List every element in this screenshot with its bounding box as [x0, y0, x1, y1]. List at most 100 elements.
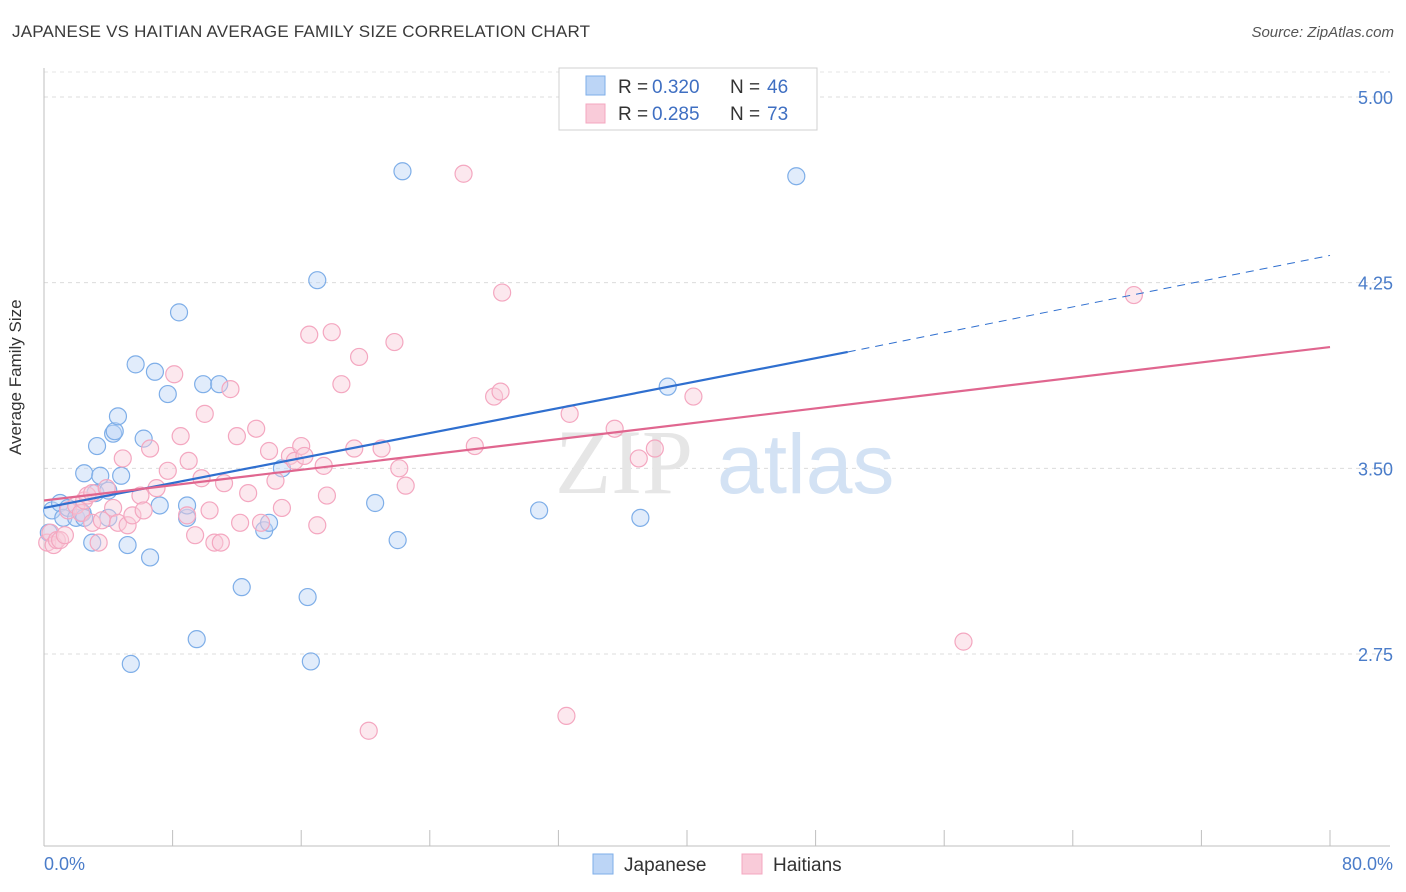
bottom-legend-label-haitians: Haitians	[773, 855, 842, 876]
data-point-haitians	[123, 506, 142, 525]
data-point-haitians	[200, 501, 219, 520]
data-point-haitians	[454, 164, 473, 183]
legend-r-value-japanese: 0.320	[652, 77, 700, 98]
data-point-japanese	[366, 493, 385, 513]
legend-n-label-haitians: N =	[730, 104, 760, 125]
legend-r-label-japanese: R =	[618, 77, 648, 98]
data-point-haitians	[221, 380, 240, 399]
data-point-japanese	[140, 548, 160, 567]
data-point-japanese	[83, 533, 102, 552]
data-point-japanese	[631, 508, 650, 527]
legend-n-value-haitians: 73	[767, 104, 788, 125]
data-point-haitians	[113, 449, 132, 468]
data-point-haitians	[134, 501, 153, 520]
data-point-japanese	[108, 407, 128, 426]
data-point-japanese	[298, 587, 317, 607]
data-point-japanese	[134, 429, 153, 448]
data-point-japanese	[308, 271, 327, 290]
data-point-haitians	[396, 476, 415, 495]
data-point-haitians	[179, 451, 198, 471]
trend-line-japanese	[43, 350, 848, 510]
data-point-haitians	[259, 441, 279, 461]
data-point-haitians	[227, 427, 246, 446]
data-point-haitians	[491, 382, 510, 401]
data-point-haitians	[195, 404, 214, 423]
watermark: ZIP atlas	[555, 411, 894, 513]
data-point-japanese	[112, 466, 131, 485]
data-point-japanese	[150, 496, 169, 515]
data-point-japanese	[169, 303, 189, 322]
data-point-haitians	[247, 419, 266, 438]
legend-swatch-haitians	[585, 103, 606, 124]
y-tick-label: 4.25	[1358, 274, 1393, 294]
data-point-haitians	[211, 533, 230, 552]
bottom-legend-swatch-japanese	[592, 853, 614, 875]
data-point-haitians	[332, 375, 351, 394]
legend-swatch-japanese	[585, 75, 606, 96]
data-point-japanese	[787, 167, 806, 186]
data-points	[38, 162, 1143, 740]
x-tick-label-max: 80.0%	[1342, 854, 1393, 874]
data-point-haitians	[605, 419, 624, 438]
y-tick-label: 2.75	[1358, 645, 1393, 665]
trend-line-haitians	[43, 345, 1331, 502]
data-point-haitians	[177, 506, 197, 525]
data-point-japanese	[177, 496, 197, 515]
data-point-japanese	[158, 384, 177, 404]
data-point-haitians	[118, 516, 137, 535]
data-point-haitians	[205, 533, 224, 552]
data-point-japanese	[87, 436, 107, 456]
legend-r-label-haitians: R =	[618, 104, 648, 125]
data-point-haitians	[186, 526, 205, 545]
data-point-haitians	[629, 449, 648, 468]
data-point-haitians	[322, 323, 341, 342]
data-point-japanese	[121, 654, 140, 674]
data-point-haitians	[158, 461, 177, 480]
data-point-haitians	[131, 486, 150, 505]
data-point-haitians	[385, 332, 404, 352]
x-tick-labels: 0.0% 80.0%	[44, 854, 1393, 874]
data-point-haitians	[954, 632, 973, 651]
bottom-legend-label-japanese: Japanese	[624, 855, 706, 876]
data-point-haitians	[465, 436, 484, 456]
data-point-japanese	[388, 531, 407, 550]
data-point-haitians	[140, 439, 160, 458]
data-point-japanese	[118, 535, 137, 555]
data-point-haitians	[493, 283, 512, 302]
data-point-haitians	[308, 516, 327, 535]
data-point-japanese	[187, 630, 206, 649]
data-point-japanese	[194, 375, 213, 394]
y-tick-labels: 5.00 4.25 3.50 2.75	[1358, 88, 1393, 665]
data-point-haitians	[317, 486, 337, 505]
data-point-japanese	[210, 375, 229, 394]
bottom-legend: Japanese Haitians	[592, 853, 842, 876]
legend-n-value-japanese: 46	[767, 77, 788, 98]
data-point-haitians	[645, 439, 664, 458]
data-point-japanese	[232, 578, 251, 597]
watermark-zip: ZIP	[555, 411, 693, 513]
x-tick-label-min: 0.0%	[44, 854, 85, 874]
data-point-japanese	[145, 362, 165, 381]
bottom-legend-swatch-haitians	[741, 853, 763, 875]
data-point-haitians	[171, 427, 190, 446]
data-point-japanese	[530, 501, 549, 520]
data-point-haitians	[390, 459, 409, 478]
source-label: Source: ZipAtlas.com	[1251, 24, 1394, 41]
data-point-haitians	[272, 498, 292, 518]
y-tick-label: 5.00	[1358, 88, 1393, 108]
data-point-haitians	[239, 483, 258, 503]
data-point-haitians	[359, 721, 378, 740]
data-point-haitians	[300, 325, 319, 344]
y-tick-label: 3.50	[1358, 459, 1393, 479]
data-point-haitians	[557, 706, 576, 725]
data-point-haitians	[251, 513, 271, 532]
trend-extension-japanese	[847, 254, 1331, 353]
legend-r-value-haitians: 0.285	[652, 104, 700, 125]
chart-title: JAPANESE VS HAITIAN AVERAGE FAMILY SIZE …	[12, 22, 591, 41]
data-point-japanese	[126, 355, 145, 374]
data-point-japanese	[75, 464, 94, 483]
data-point-haitians	[165, 365, 184, 384]
data-point-haitians	[231, 513, 250, 532]
data-point-haitians	[89, 533, 108, 552]
data-point-haitians	[684, 387, 703, 406]
